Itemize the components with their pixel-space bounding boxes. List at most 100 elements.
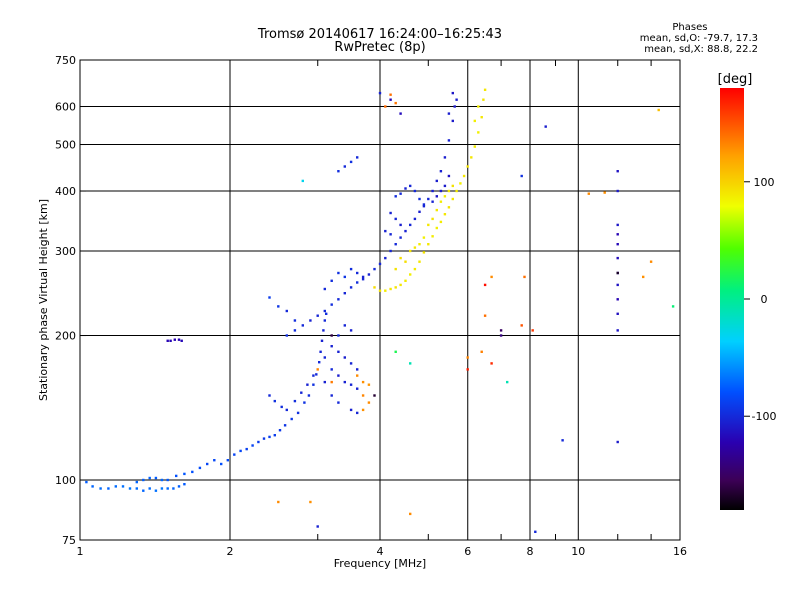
scatter-point bbox=[293, 399, 297, 403]
scatter-point bbox=[616, 298, 619, 301]
scatter-point bbox=[142, 478, 145, 482]
scatter-point bbox=[409, 249, 412, 253]
scatter-point bbox=[154, 476, 158, 480]
scatter-point bbox=[490, 275, 493, 279]
scatter-point bbox=[330, 334, 333, 337]
scatter-point bbox=[443, 195, 447, 198]
y-tick-label: 300 bbox=[55, 245, 76, 258]
scatter-point bbox=[399, 256, 402, 260]
scatter-point bbox=[435, 179, 438, 183]
scatter-point bbox=[349, 408, 353, 412]
scatter-point bbox=[99, 487, 102, 490]
scatter-point bbox=[337, 271, 340, 275]
scatter-point bbox=[343, 292, 346, 295]
scatter-point bbox=[439, 189, 443, 193]
scatter-point bbox=[309, 319, 312, 322]
scatter-point bbox=[439, 170, 443, 173]
scatter-point bbox=[233, 453, 236, 456]
scatter-point bbox=[404, 187, 407, 190]
scatter-point bbox=[453, 105, 456, 108]
scatter-point bbox=[343, 165, 346, 168]
scatter-point bbox=[361, 275, 365, 279]
scatter-point bbox=[356, 374, 359, 377]
scatter-point bbox=[301, 179, 304, 183]
scatter-point bbox=[277, 500, 280, 504]
scatter-point bbox=[477, 131, 480, 134]
scatter-point bbox=[268, 435, 271, 439]
scatter-point bbox=[307, 394, 311, 397]
phase-colorbar: [deg] 100 0 -100 bbox=[718, 72, 776, 510]
x-tick-label: 8 bbox=[527, 545, 534, 558]
scatter-point bbox=[191, 470, 194, 474]
scatter-point bbox=[473, 119, 476, 123]
scatter-point bbox=[431, 200, 434, 203]
scatter-point bbox=[166, 487, 169, 490]
scatter-point bbox=[409, 273, 412, 276]
scatter-point bbox=[447, 112, 451, 115]
scatter-point bbox=[316, 368, 319, 371]
scatter-point bbox=[175, 474, 178, 478]
scatter-point bbox=[337, 350, 340, 353]
scatter-point bbox=[431, 217, 434, 221]
scatter-point bbox=[316, 525, 319, 528]
scatter-point bbox=[316, 314, 319, 317]
scatter-point bbox=[285, 334, 288, 337]
scatter-point bbox=[499, 334, 503, 337]
scatter-point bbox=[483, 314, 487, 317]
scatter-point bbox=[431, 235, 434, 238]
scatter-point bbox=[177, 338, 181, 341]
scatter-point bbox=[323, 356, 326, 359]
scatter-point bbox=[323, 319, 326, 322]
scatter-point bbox=[148, 487, 151, 490]
scatter-point bbox=[409, 512, 412, 516]
scatter-point bbox=[251, 444, 254, 447]
scatter-point bbox=[330, 345, 333, 348]
scatter-point bbox=[257, 440, 260, 444]
scatter-point bbox=[616, 283, 619, 287]
scatter-point bbox=[431, 189, 434, 193]
scatter-point bbox=[427, 197, 430, 201]
scatter-point bbox=[470, 156, 473, 159]
scatter-point bbox=[389, 211, 392, 215]
scatter-point bbox=[367, 273, 371, 276]
scatter-point bbox=[422, 203, 426, 206]
scatter-point bbox=[121, 485, 125, 488]
scatter-point bbox=[373, 286, 376, 289]
scatter-point bbox=[245, 447, 248, 451]
scatter-point bbox=[337, 334, 340, 337]
scatter-point bbox=[330, 394, 333, 397]
scatter-point bbox=[404, 279, 407, 282]
scatter-point bbox=[323, 380, 326, 384]
scatter-point bbox=[183, 472, 186, 476]
scatter-point bbox=[361, 278, 365, 281]
scatter-point bbox=[451, 91, 454, 95]
scatter-point bbox=[435, 195, 438, 198]
scatter-point bbox=[128, 487, 132, 490]
scatter-point bbox=[480, 350, 483, 353]
y-tick-label: 100 bbox=[55, 474, 76, 487]
scatter-point bbox=[389, 287, 392, 291]
scatter-point bbox=[544, 125, 547, 128]
y-axis-label: Stationary phase Virtual Height [km] bbox=[37, 199, 50, 401]
scatter-point bbox=[268, 394, 271, 397]
scatter-point bbox=[459, 182, 462, 185]
scatter-point bbox=[439, 200, 443, 203]
scatter-point bbox=[451, 197, 454, 201]
scatter-point bbox=[389, 249, 392, 253]
scatter-point bbox=[466, 165, 469, 168]
scatter-point bbox=[418, 243, 421, 246]
scatter-point bbox=[413, 267, 417, 271]
scatter-point bbox=[169, 339, 172, 342]
y-tick-label: 600 bbox=[55, 101, 76, 114]
scatter-point bbox=[315, 373, 318, 376]
scatter-point bbox=[422, 205, 426, 208]
scatter-point bbox=[435, 208, 438, 212]
scatter-point bbox=[367, 383, 371, 386]
scatter-point bbox=[293, 319, 297, 322]
scatter-point bbox=[91, 485, 94, 488]
scatter-point bbox=[337, 170, 340, 173]
scatter-point bbox=[642, 275, 645, 279]
scatter-point bbox=[220, 462, 223, 466]
scatter-point bbox=[312, 383, 315, 386]
scatter-point bbox=[213, 459, 216, 462]
